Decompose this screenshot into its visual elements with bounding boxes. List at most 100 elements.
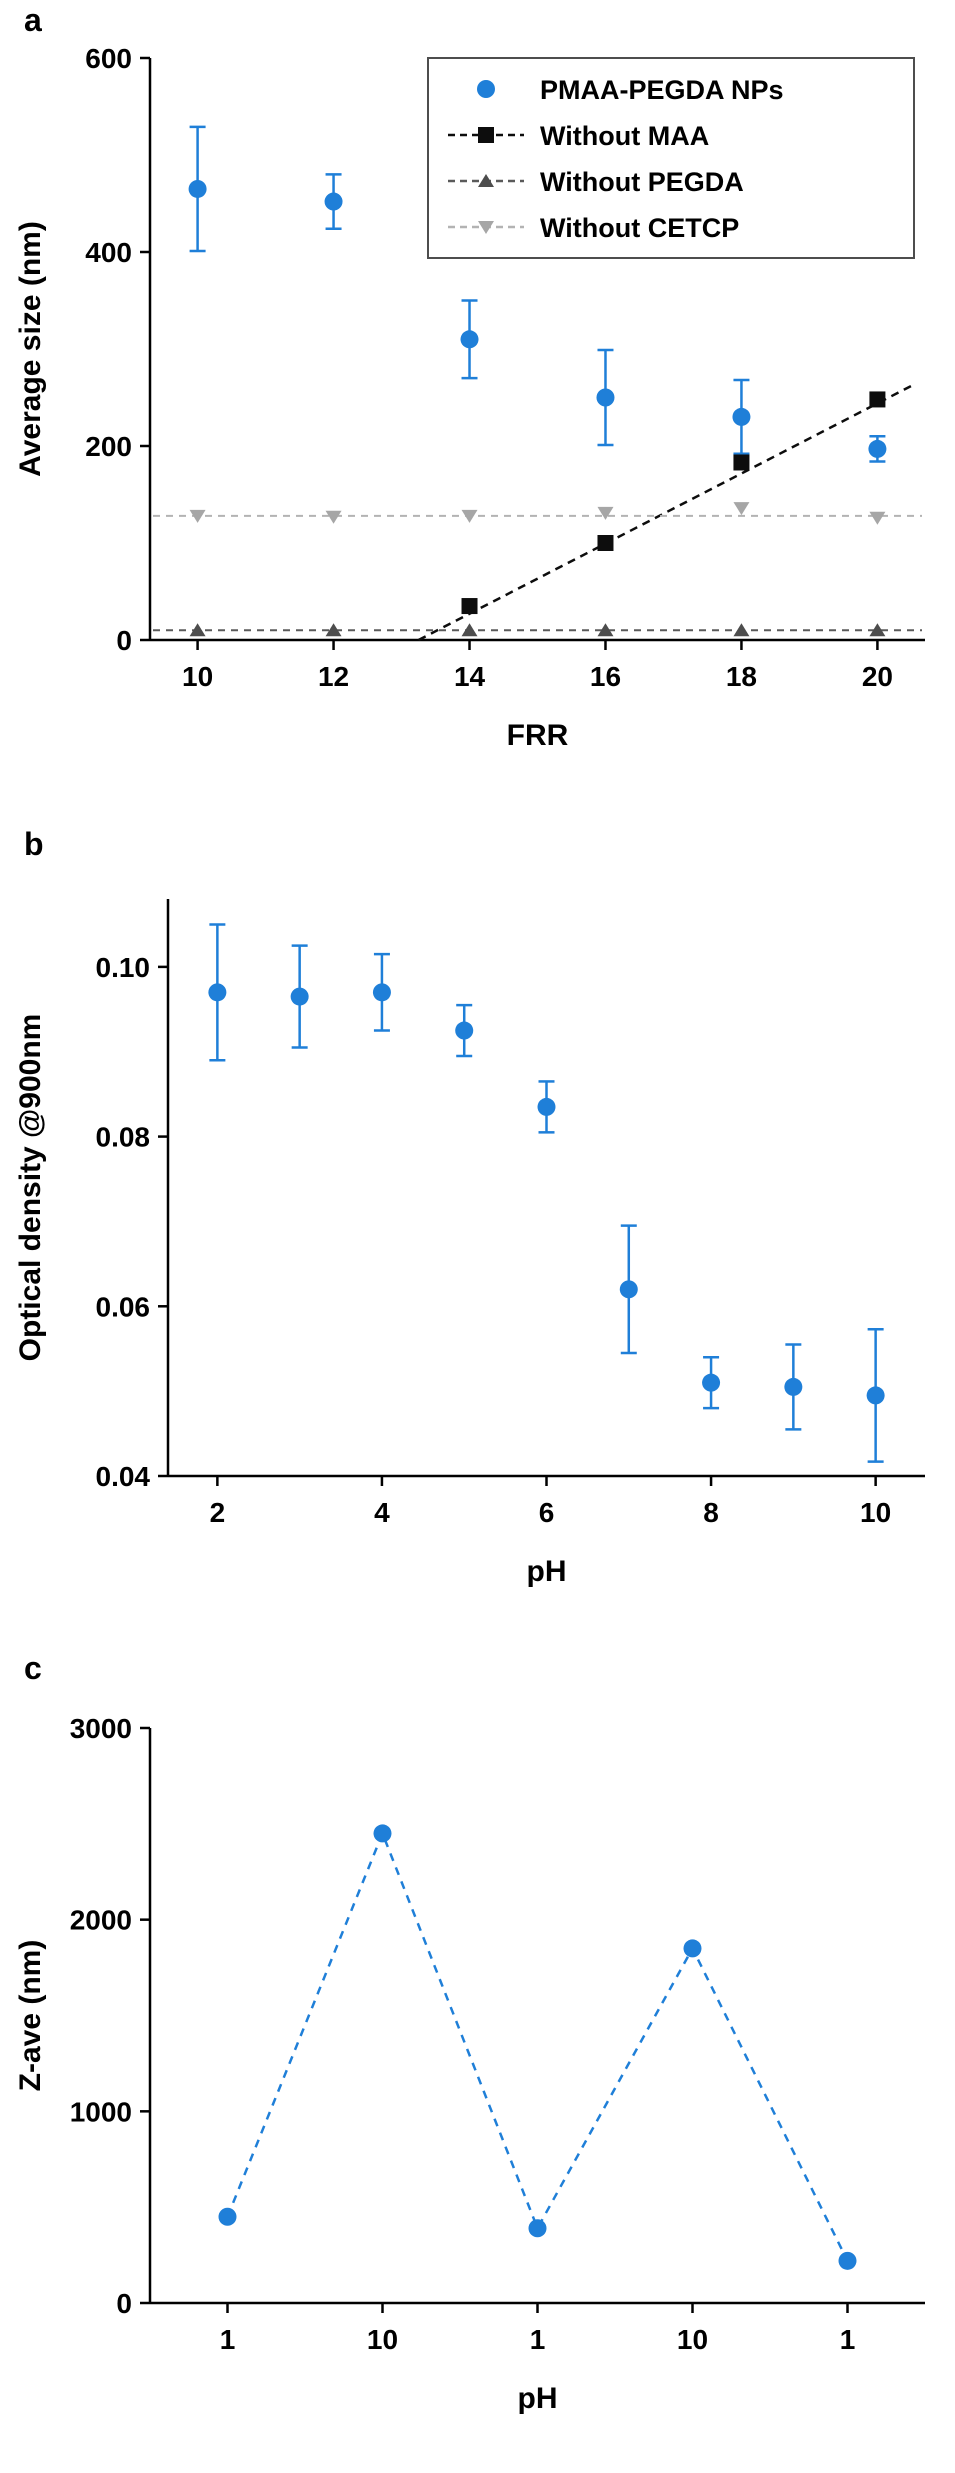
- y-tick-label: 600: [85, 43, 132, 74]
- y-axis-label: Optical density @900nm: [14, 1014, 47, 1362]
- legend: PMAA-PEGDA NPs Without MAA Without PEGDA Wi…: [427, 57, 915, 259]
- y-tick-label: 0.04: [96, 1461, 151, 1492]
- triangle-up-marker: [325, 623, 342, 637]
- y-axis-label: Z-ave (nm): [14, 1940, 47, 2092]
- series-without-pegda: [153, 623, 922, 637]
- square-marker: [869, 391, 886, 408]
- y-tick-label: 0: [116, 625, 132, 656]
- series-without-cetcp: [153, 502, 922, 525]
- y-tick-label: 2000: [70, 1905, 132, 1936]
- y-tick-label: 3000: [70, 1713, 132, 1744]
- trend-line: [417, 384, 912, 642]
- y-tick-label: 0: [116, 2288, 132, 2319]
- panel-b: b 0.04 0.06 0.08 0.10 2 4 6 8 10 pH Optical densit…: [0, 824, 955, 1648]
- triangle-down-marker: [478, 221, 494, 234]
- panel-label-c: c: [24, 1650, 42, 1686]
- circle-marker: [528, 2219, 547, 2238]
- y-tick-label: 400: [85, 237, 132, 268]
- triangle-up-marker: [869, 623, 886, 637]
- circle-marker: [188, 179, 207, 198]
- x-tick-label: 10: [860, 1497, 891, 1528]
- circle-marker: [208, 983, 227, 1002]
- x-tick-label: 12: [318, 661, 349, 692]
- triangle-up-marker: [189, 623, 206, 637]
- circle-marker: [838, 2251, 857, 2270]
- circle-marker: [477, 80, 495, 98]
- x-tick-label: 2: [210, 1497, 226, 1528]
- triangle-down-marker: [733, 502, 750, 516]
- series-line: [226, 1830, 849, 2262]
- axes: 0 1000 2000 3000 1 10 1 10 1 pH Z-ave (nm): [14, 1713, 925, 2415]
- chart-optical-density-vs-ph: 0.04 0.06 0.08 0.10 2 4 6 8 10 pH Optical density …: [14, 899, 925, 1588]
- square-marker: [461, 598, 478, 615]
- triangle-up-marker: [461, 623, 478, 637]
- axes: 0 200 400 600 10 12 14 16 18 20 FRR Average size (n…: [14, 43, 925, 752]
- series-pmaa-pegda-nps: [188, 125, 887, 463]
- circle-marker: [455, 1021, 474, 1040]
- x-tick-label: 1: [530, 2324, 546, 2355]
- circle-marker: [866, 1386, 885, 1405]
- triangle-down-marker: [597, 506, 614, 520]
- x-tick-label: 10: [182, 661, 213, 692]
- y-tick-label: 0.06: [96, 1291, 151, 1322]
- y-tick-label: 0.10: [96, 952, 151, 983]
- triangle-down-marker: [869, 511, 886, 525]
- square-marker: [597, 535, 614, 551]
- panel-label-a: a: [24, 2, 42, 38]
- circle-marker: [619, 1280, 638, 1299]
- circle-marker: [290, 987, 309, 1006]
- series-optical-density: [208, 923, 885, 1463]
- panel-c: c 0 1000 2000 3000 1 10 1 10 1 pH Z-ave (nm): [0, 1648, 955, 2473]
- x-tick-label: 10: [367, 2324, 398, 2355]
- x-tick-label: 6: [539, 1497, 555, 1528]
- triangle-down-marker: [325, 510, 342, 524]
- x-axis-label: pH: [518, 2382, 558, 2415]
- circle-marker: [537, 1097, 556, 1116]
- square-marker: [733, 454, 750, 471]
- series-z-ave: [218, 1824, 857, 2270]
- triangle-up-marker: [478, 174, 494, 187]
- axes: 0.04 0.06 0.08 0.10 2 4 6 8 10 pH Optical density …: [14, 899, 925, 1588]
- circle-marker: [683, 1939, 702, 1958]
- circle-marker: [372, 983, 391, 1002]
- panel-label-b: b: [24, 826, 44, 862]
- circle-marker: [732, 407, 751, 426]
- circle-marker: [596, 388, 615, 407]
- x-axis-label: pH: [527, 1555, 567, 1588]
- circle-marker: [868, 439, 887, 458]
- legend-label: Without CETCP: [540, 213, 739, 243]
- x-tick-label: 14: [454, 661, 486, 692]
- x-tick-label: 4: [374, 1497, 390, 1528]
- x-axis-label: FRR: [507, 719, 569, 752]
- x-tick-label: 18: [726, 661, 757, 692]
- x-tick-label: 20: [862, 661, 893, 692]
- x-tick-label: 1: [220, 2324, 236, 2355]
- triangle-up-marker: [597, 623, 614, 637]
- series-without-maa: [417, 384, 912, 642]
- square-marker: [478, 127, 494, 143]
- legend-box: [427, 57, 915, 259]
- y-axis-label: Average size (nm): [14, 221, 47, 477]
- x-tick-label: 1: [840, 2324, 856, 2355]
- legend-label: Without PEGDA: [540, 167, 744, 197]
- chart-average-size-vs-frr: 0 200 400 600 10 12 14 16 18 20 FRR Average size (n…: [14, 43, 925, 752]
- circle-marker: [373, 1824, 392, 1843]
- triangle-up-marker: [733, 623, 750, 637]
- panel-a: a 0 200 400 600 10 12 14 16 18 20 FRR Average size …: [0, 0, 955, 824]
- x-tick-label: 10: [677, 2324, 708, 2355]
- triangle-down-marker: [461, 509, 478, 523]
- circle-marker: [460, 330, 479, 349]
- triangle-down-marker: [189, 509, 206, 523]
- circle-marker: [218, 2207, 237, 2226]
- y-tick-label: 200: [85, 431, 132, 462]
- circle-marker: [784, 1377, 803, 1396]
- legend-label: Without MAA: [540, 121, 709, 151]
- y-tick-label: 0.08: [96, 1122, 151, 1153]
- circle-marker: [324, 192, 343, 211]
- chart-zave-vs-ph: 0 1000 2000 3000 1 10 1 10 1 pH Z-ave (nm): [14, 1713, 925, 2415]
- y-tick-label: 1000: [70, 2096, 132, 2127]
- x-tick-label: 16: [590, 661, 621, 692]
- x-tick-label: 8: [703, 1497, 719, 1528]
- circle-marker: [702, 1373, 721, 1392]
